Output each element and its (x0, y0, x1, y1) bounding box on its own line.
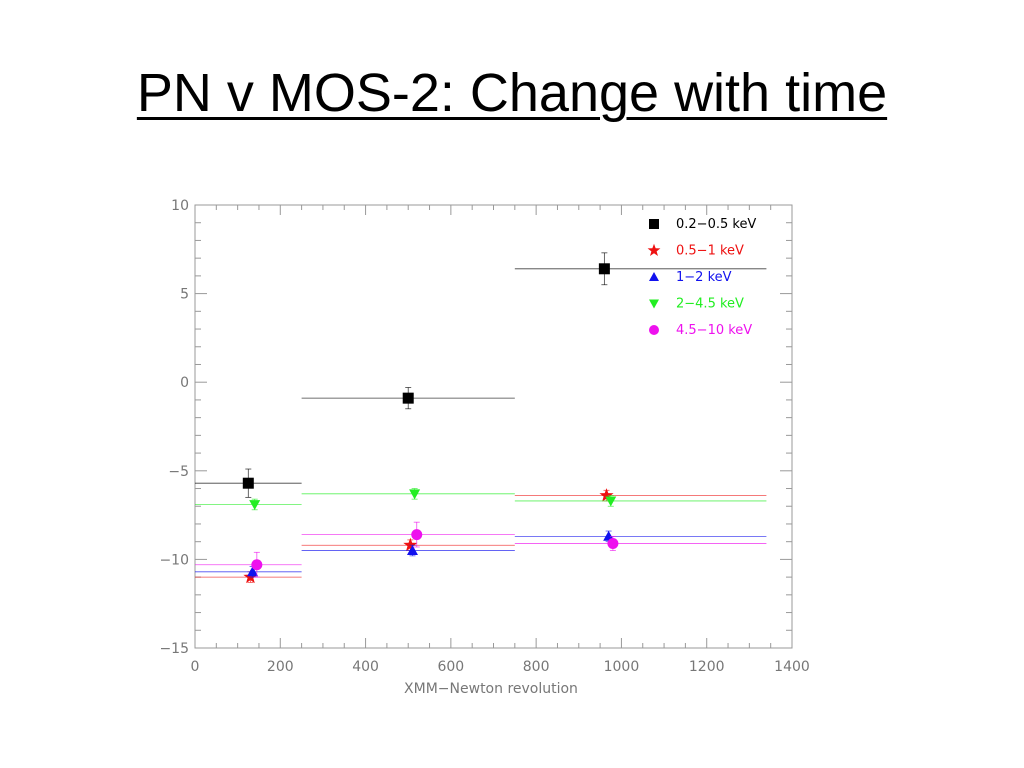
series-1 (195, 488, 767, 584)
series-4 (195, 521, 767, 578)
y-tick-label: −5 (168, 464, 189, 480)
x-tick-label: 200 (267, 659, 294, 675)
legend-label: 1−2 keV (676, 270, 732, 285)
data-point (411, 529, 423, 541)
series-0 (195, 252, 767, 498)
data-point (243, 569, 258, 584)
y-tick-label: 0 (180, 375, 189, 391)
x-tick-label: 1200 (689, 659, 725, 675)
data-point (605, 496, 617, 507)
legend-label: 4.5−10 keV (676, 323, 752, 338)
legend-label: 0.5−1 keV (676, 244, 744, 259)
legend-label: 0.2−0.5 keV (676, 217, 756, 232)
x-tick-label: 1000 (604, 659, 640, 675)
data-point (249, 500, 261, 510)
data-point (599, 488, 614, 502)
y-tick-label: 10 (171, 198, 189, 214)
axis-ticks: 0 200 400 600 800 1000 1200 1400 −15 −10 −5 0 5 10 (159, 198, 809, 675)
data-point (406, 545, 418, 555)
x-tick-label: 800 (523, 659, 550, 675)
x-tick-label: 1400 (774, 659, 810, 675)
x-tick-label: 0 (191, 659, 200, 675)
legend: 0.2−0.5 keV 0.5−1 keV 1−2 keV 2−4.5 keV 4.5−… (647, 217, 756, 338)
series-2 (195, 530, 767, 578)
legend-marker (649, 325, 659, 335)
data-point (403, 537, 418, 552)
legend-marker (649, 299, 659, 309)
data-point (402, 392, 414, 404)
y-tick-label: −10 (159, 552, 189, 568)
legend-marker (649, 219, 659, 229)
y-tick-label: 5 (180, 287, 189, 303)
data-point (598, 263, 610, 275)
x-tick-label: 600 (437, 659, 464, 675)
x-tick-label: 400 (352, 659, 379, 675)
y-tick-label: −15 (159, 641, 189, 657)
x-axis-label: XMM−Newton revolution (404, 681, 578, 697)
data-point (409, 489, 421, 500)
data-point (251, 559, 263, 571)
data-point (247, 566, 259, 577)
legend-label: 2−4.5 keV (676, 297, 744, 312)
legend-marker (649, 272, 659, 281)
slide-title: PN v MOS-2: Change with time (136, 63, 888, 123)
data-layer (195, 252, 767, 584)
series-3 (195, 488, 767, 511)
legend-marker (647, 243, 661, 256)
data-point (607, 537, 619, 549)
data-point (242, 477, 254, 489)
